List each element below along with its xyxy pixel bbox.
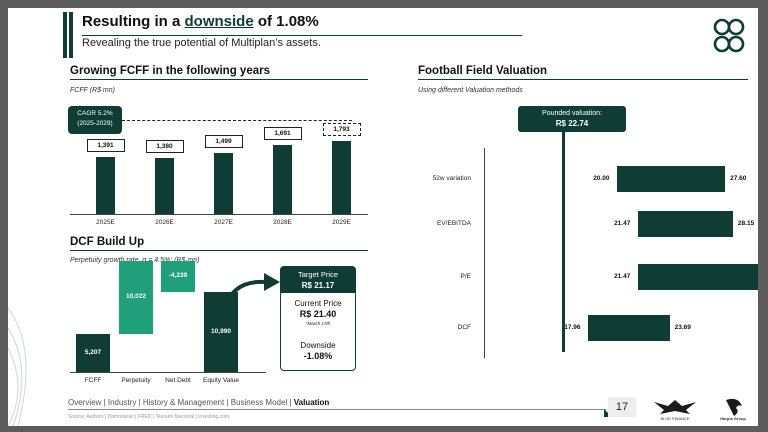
- fcff-bar: [96, 157, 115, 214]
- football-range-bar: [588, 315, 670, 341]
- dcf-waterfall-bar: [76, 333, 110, 372]
- sources-line: Source: Authors | Damodaran | FRED | Tes…: [68, 414, 230, 420]
- football-low-label: 20.00: [593, 175, 610, 182]
- fcff-category-label: 2028E: [273, 219, 292, 226]
- football-axis: [484, 148, 485, 358]
- pounded-value: R$ 22.74: [555, 119, 589, 128]
- price-summary-box: [280, 266, 356, 371]
- dcf-waterfall-bar: [161, 260, 195, 292]
- fcff-bar: [155, 157, 174, 214]
- dcf-category-label: Perpetuity: [121, 377, 151, 384]
- fcff-bar: [332, 141, 351, 214]
- fcff-value-label: 1,380: [145, 139, 184, 153]
- title-accent-bar: [63, 12, 67, 58]
- fcff-value-label: 1,793: [322, 123, 361, 136]
- fcff-bar: [273, 145, 292, 214]
- cagr-trend-line: [122, 120, 352, 121]
- dcf-category-label: Equity Value: [202, 377, 239, 384]
- cagr-period: (2025-2029): [77, 120, 113, 127]
- football-high-label: 27.60: [730, 175, 747, 182]
- fcff-category-label: 2026E: [155, 219, 174, 226]
- football-category-label: P/E: [460, 273, 471, 280]
- dcf-note: Perpetuity growth rate, g = 4.5%; (R$ mn…: [70, 257, 199, 264]
- football-low-label: 21.47: [614, 220, 631, 227]
- nav-items[interactable]: Overview | Industry | History & Manageme…: [68, 398, 294, 407]
- fcff-category-label: 2025E: [96, 219, 115, 226]
- title-underline: [82, 35, 522, 36]
- target-price-value: R$ 21.17: [301, 281, 335, 290]
- fcff-heading: Growing FCFF in the following years: [70, 65, 270, 77]
- dcf-value-label: 10,022: [126, 293, 146, 301]
- page-title: Resulting in a downside of 1.08%: [82, 13, 319, 30]
- downside-value: -1.08%: [303, 351, 333, 361]
- fcff-category-label: 2029E: [332, 219, 351, 226]
- football-heading: Football Field Valuation: [418, 65, 548, 77]
- dcf-value-label: 5,207: [84, 348, 102, 356]
- downside-label: Downside: [300, 341, 336, 350]
- page-number: 17: [608, 397, 636, 417]
- nav-active-item[interactable]: Valuation: [293, 398, 330, 407]
- dcf-value-label: -4,239: [168, 272, 188, 280]
- page-subtitle: Revealing the true potential of Multipla…: [82, 37, 321, 49]
- harpia-logo-icon: [726, 398, 742, 416]
- downside-block: Downside -1.08%: [280, 340, 356, 362]
- current-price-label: Current Price: [294, 299, 342, 308]
- current-price-value: R$ 21.40: [299, 309, 337, 319]
- dcf-x-axis: [70, 372, 266, 373]
- footer-divider: [68, 409, 606, 410]
- target-price-label: Target Price: [297, 270, 339, 279]
- fcff-bar: [214, 152, 233, 214]
- decorative-lines: [8, 307, 27, 426]
- fcff-unit-note: FCFF (R$ mn): [70, 87, 115, 94]
- football-category-label: 52w variation: [432, 175, 471, 182]
- pounded-valuation-line: [562, 132, 565, 352]
- brand-right-name: Harpia Group: [720, 416, 746, 421]
- football-note: Using different Valuation methods: [418, 87, 523, 94]
- football-high-label: 28.15: [737, 220, 755, 227]
- slide: Resulting in a downside of 1.08% Reveali…: [8, 8, 758, 426]
- current-price-date: *March 17th: [305, 321, 331, 326]
- section-nav: Overview | Industry | History & Manageme…: [68, 398, 329, 407]
- football-range-bar: [638, 211, 733, 237]
- cagr-rate: CAGR 5.2%: [77, 110, 113, 117]
- dcf-category-label: FCFF: [84, 377, 102, 384]
- fcff-value-label: 1,391: [86, 139, 125, 153]
- pounded-valuation-callout: Pounded valuation: R$ 22.74: [518, 106, 626, 132]
- current-price-block: Current Price R$ 21.40 *March 17th: [280, 299, 356, 329]
- dcf-value-label: 10,990: [211, 327, 231, 335]
- fcff-value-label: 1,499: [204, 134, 243, 148]
- title-highlight: downside: [184, 13, 254, 30]
- dcf-waterfall-bar: [119, 260, 153, 334]
- target-price-header: Target Price R$ 21.17: [280, 267, 356, 293]
- football-category-label: EV/EBITDA: [437, 220, 471, 227]
- fcff-heading-underline: [70, 79, 368, 80]
- football-range-bar: [638, 264, 758, 290]
- company-logo-icon: [713, 18, 745, 53]
- brand-left-name: BLUE FINANCE: [660, 416, 690, 421]
- football-category-label: DCF: [457, 324, 471, 331]
- cagr-callout: CAGR 5.2% (2025-2029): [68, 106, 122, 134]
- football-heading-underline: [418, 79, 748, 80]
- blue-finance-logo-icon: [654, 400, 696, 414]
- football-low-label: 17.96: [564, 324, 581, 331]
- football-range-bar: [617, 166, 726, 192]
- football-high-label: 23.69: [674, 324, 691, 331]
- dcf-category-label: Net Debt: [165, 377, 191, 384]
- pounded-label: Pounded valuation:: [542, 110, 602, 117]
- title-accent-bar: [69, 12, 73, 58]
- dcf-heading: DCF Build Up: [70, 236, 145, 248]
- dcf-waterfall-bar: [204, 291, 238, 372]
- football-low-label: 21.47: [614, 273, 631, 280]
- dcf-heading-underline: [70, 250, 368, 251]
- fcff-x-axis: [70, 214, 368, 215]
- fcff-value-label: 1,691: [263, 127, 302, 141]
- fcff-category-label: 2027E: [214, 219, 233, 226]
